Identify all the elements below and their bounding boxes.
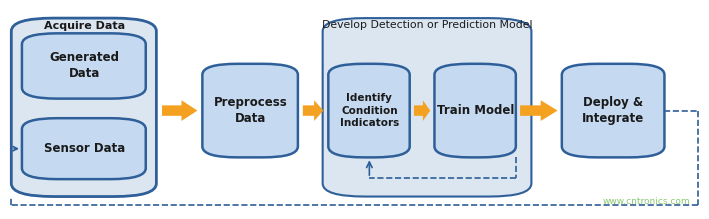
Text: Deploy &
Integrate: Deploy & Integrate xyxy=(582,96,644,125)
FancyBboxPatch shape xyxy=(328,64,410,157)
Text: Generated
Data: Generated Data xyxy=(49,51,119,80)
Text: Preprocess
Data: Preprocess Data xyxy=(213,96,287,125)
Text: Train Model: Train Model xyxy=(437,104,514,117)
FancyBboxPatch shape xyxy=(562,64,664,157)
FancyBboxPatch shape xyxy=(22,33,146,99)
Text: Acquire Data: Acquire Data xyxy=(44,21,125,31)
Polygon shape xyxy=(414,100,430,121)
FancyBboxPatch shape xyxy=(323,18,532,196)
Polygon shape xyxy=(162,100,197,121)
FancyBboxPatch shape xyxy=(202,64,298,157)
Text: Identify
Condition
Indicators: Identify Condition Indicators xyxy=(340,93,399,128)
FancyBboxPatch shape xyxy=(22,118,146,179)
Polygon shape xyxy=(303,100,323,121)
FancyBboxPatch shape xyxy=(435,64,516,157)
Text: Sensor Data: Sensor Data xyxy=(43,142,125,155)
Text: Develop Detection or Prediction Model: Develop Detection or Prediction Model xyxy=(322,20,532,30)
Text: www.cntronics.com: www.cntronics.com xyxy=(603,197,691,206)
Polygon shape xyxy=(520,100,557,121)
FancyBboxPatch shape xyxy=(11,18,157,196)
